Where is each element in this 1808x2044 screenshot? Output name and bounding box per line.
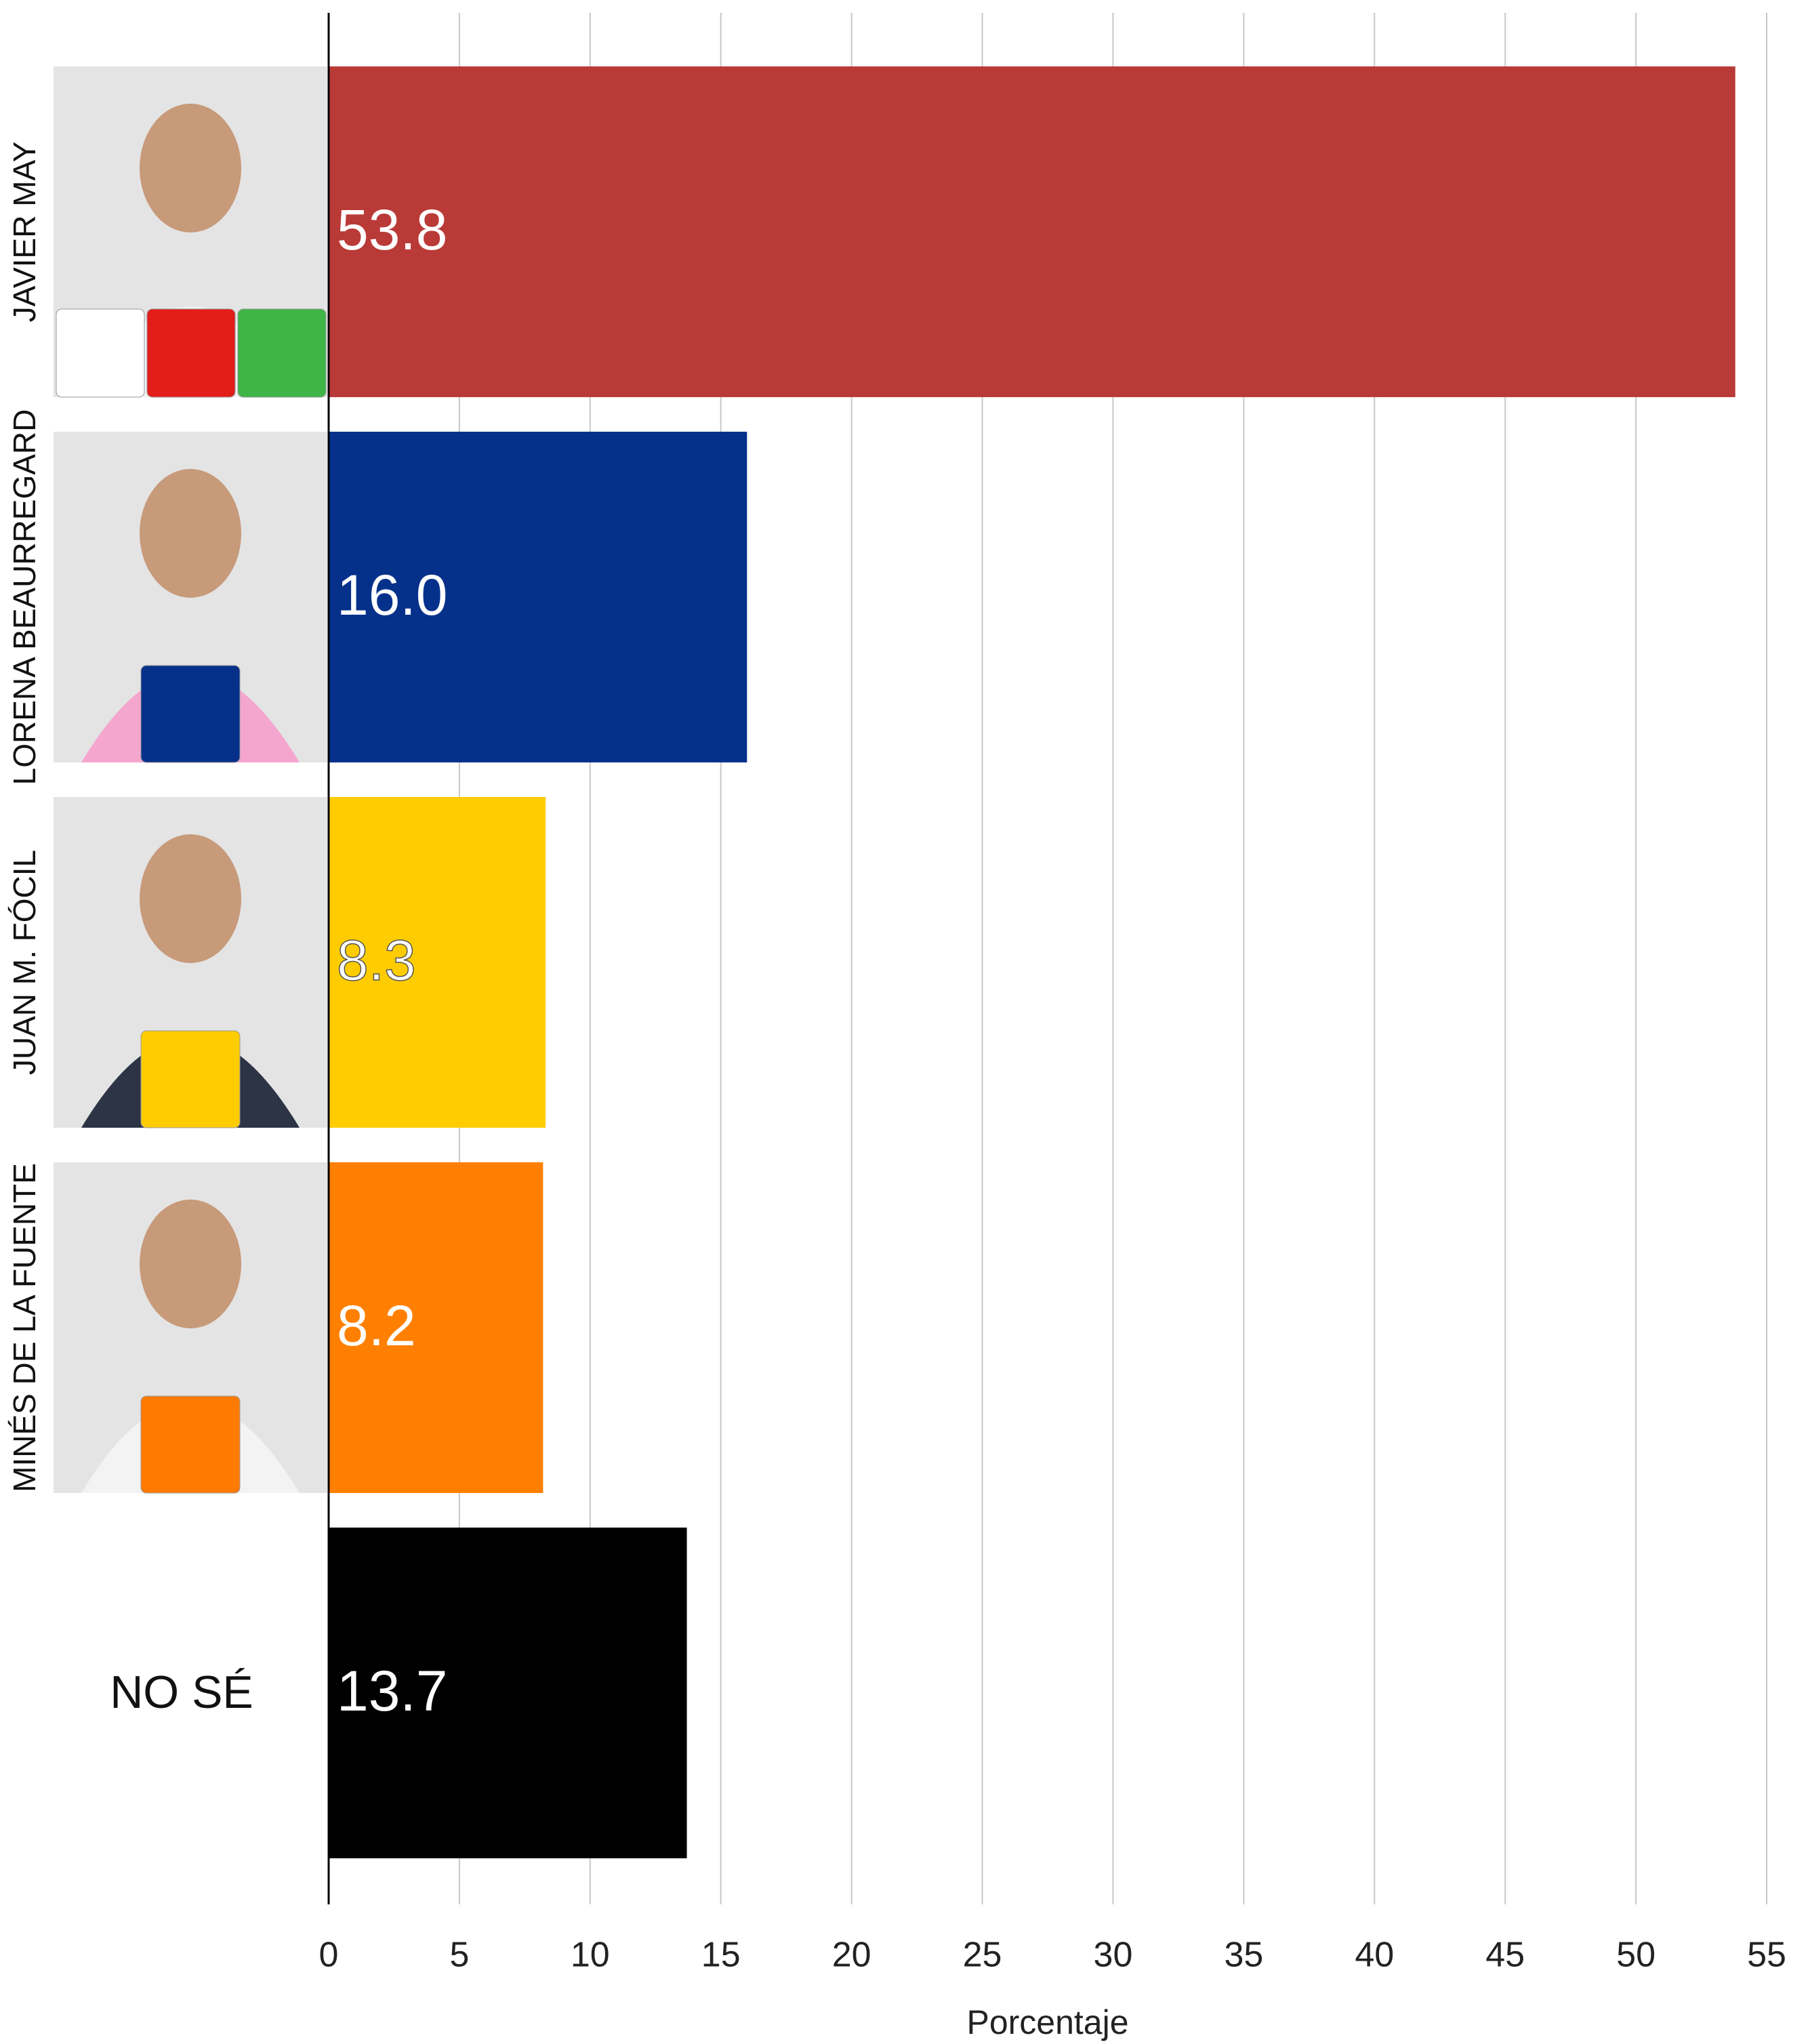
value-label: 8.3 bbox=[337, 928, 416, 992]
value-label: 16.0 bbox=[337, 563, 448, 627]
category-label: JAVIER MAY bbox=[7, 142, 42, 323]
party-logo bbox=[56, 308, 145, 398]
x-tick-label: 50 bbox=[1616, 1936, 1656, 1975]
x-tick-label: 55 bbox=[1747, 1936, 1786, 1975]
x-tick-label: 20 bbox=[832, 1936, 871, 1975]
x-axis-title: Porcentaje bbox=[966, 2003, 1128, 2041]
x-tick-label: 10 bbox=[571, 1936, 610, 1975]
x-tick-label: 40 bbox=[1355, 1936, 1394, 1975]
party-logo bbox=[140, 665, 241, 763]
category-label: JUAN M. FÓCIL bbox=[7, 850, 42, 1075]
x-tick-label: 15 bbox=[701, 1936, 741, 1975]
x-tick-label: 25 bbox=[963, 1936, 1002, 1975]
party-logo bbox=[140, 1395, 241, 1494]
party-logo bbox=[140, 1030, 241, 1128]
x-tick-label: 45 bbox=[1485, 1936, 1525, 1975]
value-label: 8.2 bbox=[337, 1294, 416, 1357]
party-logo bbox=[237, 308, 327, 398]
x-tick-label: 5 bbox=[449, 1936, 469, 1975]
category-label: MINÉS DE LA FUENTE bbox=[7, 1163, 42, 1492]
bar bbox=[329, 432, 747, 762]
bar bbox=[329, 1162, 543, 1493]
bar bbox=[329, 797, 546, 1128]
party-logo bbox=[146, 308, 236, 398]
value-label: 13.7 bbox=[337, 1659, 448, 1723]
category-label: LORENA BEAURREGARD bbox=[7, 409, 42, 785]
x-tick-label: 30 bbox=[1094, 1936, 1133, 1975]
photo-face bbox=[140, 1200, 241, 1328]
bar bbox=[329, 66, 1735, 397]
photo-face bbox=[140, 469, 241, 598]
photo-face bbox=[140, 104, 241, 232]
photo-face bbox=[140, 834, 241, 963]
x-tick-label: 35 bbox=[1224, 1936, 1263, 1975]
bar bbox=[329, 1528, 687, 1858]
value-label: 53.8 bbox=[337, 198, 448, 262]
category-label: NO SÉ bbox=[110, 1667, 253, 1718]
x-tick-label: 0 bbox=[319, 1936, 339, 1975]
